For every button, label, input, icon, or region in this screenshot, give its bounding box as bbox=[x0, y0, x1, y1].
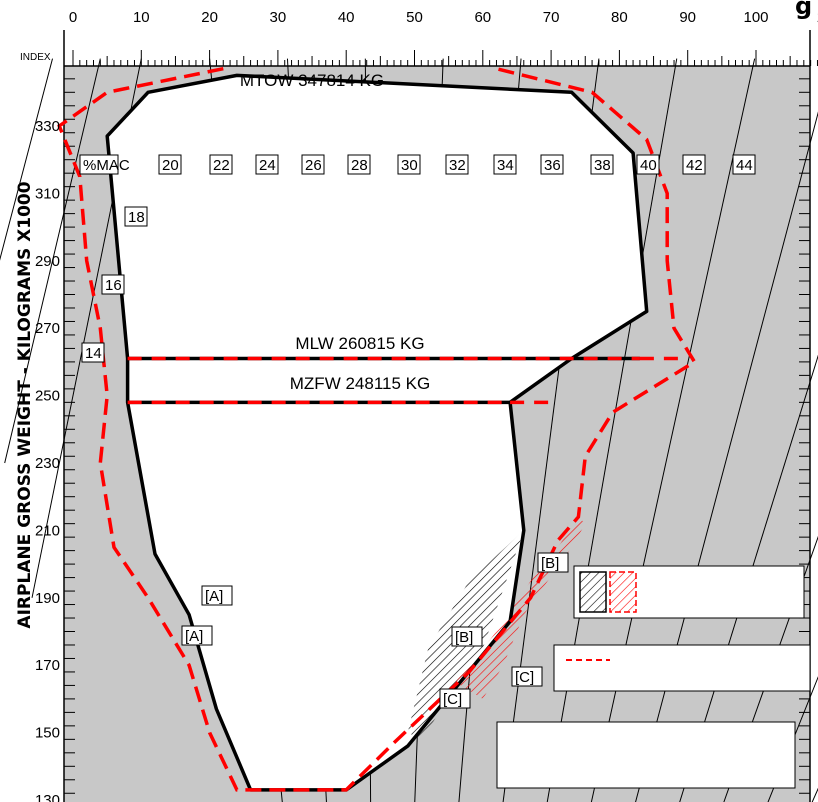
envelope-area bbox=[107, 75, 647, 790]
mac-label: 40 bbox=[640, 157, 657, 174]
index-label: INDEX bbox=[20, 52, 51, 63]
weight-tick-label: 170 bbox=[35, 657, 60, 674]
weight-tick-label: 330 bbox=[35, 118, 60, 135]
index-tick-label: 100 bbox=[743, 9, 768, 26]
mac-left-label: 18 bbox=[128, 209, 145, 226]
mac-left-label-box bbox=[101, 274, 125, 295]
mac-header-box bbox=[79, 154, 119, 175]
mac-line bbox=[679, 354, 818, 802]
mac-line bbox=[590, 58, 756, 802]
weight-tick-label: 230 bbox=[35, 455, 60, 472]
mac-left-label-box bbox=[124, 206, 148, 227]
region-label-box bbox=[201, 585, 233, 606]
ferry-legend-box bbox=[553, 644, 811, 692]
index-tick-label: 70 bbox=[543, 9, 560, 26]
index-tick-label: 40 bbox=[338, 9, 355, 26]
region-label-box bbox=[511, 666, 543, 687]
mac-label-box bbox=[682, 154, 706, 175]
index-scale-band bbox=[64, 30, 810, 66]
mac-label: 20 bbox=[162, 157, 179, 174]
chart-title-fragment: g bbox=[795, 0, 812, 20]
weight-tick-label: 270 bbox=[35, 320, 60, 337]
index-tick-label: 80 bbox=[611, 9, 628, 26]
mac-label: 30 bbox=[401, 157, 418, 174]
mac-label: 34 bbox=[497, 157, 514, 174]
no-op-legend-box bbox=[573, 565, 805, 619]
mac-label-box bbox=[255, 154, 279, 175]
mac-label-box bbox=[493, 154, 517, 175]
region-label-box bbox=[181, 625, 213, 646]
mac-line-left bbox=[4, 58, 101, 464]
mac-left-label: 16 bbox=[105, 277, 122, 294]
region-label: [C] bbox=[443, 691, 462, 708]
mac-label: 28 bbox=[351, 157, 368, 174]
mac-header: %MAC bbox=[83, 157, 130, 174]
weight-tick-label: 290 bbox=[35, 253, 60, 270]
y-axis-label: AIRPLANE GROSS WEIGHT - KILOGRAMS X1000 bbox=[15, 181, 35, 629]
mac-label-box bbox=[445, 154, 469, 175]
mac-line bbox=[723, 535, 818, 802]
index-tick-label: 50 bbox=[406, 9, 423, 26]
region-label: [C] bbox=[515, 669, 534, 686]
region-label-box bbox=[451, 626, 483, 647]
mac-label-box bbox=[540, 154, 564, 175]
mac-label: 26 bbox=[305, 157, 322, 174]
weight-tick-label: 250 bbox=[35, 388, 60, 405]
index-tick-label: 0 bbox=[69, 9, 77, 26]
mac-line bbox=[767, 676, 818, 802]
weight-tick-label: 150 bbox=[35, 725, 60, 742]
region-label-box bbox=[439, 688, 471, 709]
index-tick-label: 30 bbox=[270, 9, 287, 26]
mac-left-label-box bbox=[81, 342, 105, 363]
mac-label: 22 bbox=[213, 157, 230, 174]
mac-left-label: 14 bbox=[85, 345, 102, 362]
index-tick-label: 60 bbox=[474, 9, 491, 26]
mac-label: 38 bbox=[594, 157, 611, 174]
mac-label-box bbox=[590, 154, 614, 175]
legend-red-hatch bbox=[609, 571, 637, 613]
mac-label: 42 bbox=[686, 157, 703, 174]
mac-label-box bbox=[397, 154, 421, 175]
legend bbox=[496, 565, 811, 789]
region-label: [A] bbox=[205, 588, 223, 605]
check-legend-box bbox=[496, 721, 796, 789]
legend-black-hatch bbox=[579, 571, 607, 613]
mac-label-box bbox=[209, 154, 233, 175]
region-label: [B] bbox=[455, 629, 473, 646]
mac-label-box bbox=[158, 154, 182, 175]
mac-label: 36 bbox=[544, 157, 561, 174]
index-tick-label: 90 bbox=[679, 9, 696, 26]
mac-line bbox=[635, 111, 818, 802]
mac-label: 32 bbox=[449, 157, 466, 174]
mac-label-box bbox=[301, 154, 325, 175]
region-label: [B] bbox=[541, 555, 559, 572]
mac-label-box bbox=[636, 154, 660, 175]
mlw-label: MLW 260815 KG bbox=[295, 334, 424, 353]
weight-tick-label: 130 bbox=[35, 792, 60, 802]
index-tick-label: 10 bbox=[133, 9, 150, 26]
weight-tick-label: 190 bbox=[35, 590, 60, 607]
region-label-box bbox=[537, 552, 569, 573]
weight-limit-lines bbox=[127, 356, 681, 405]
mac-line-left bbox=[0, 58, 53, 261]
grid-lines bbox=[63, 30, 818, 802]
ferry-limit-outline bbox=[57, 66, 697, 792]
weight-tick-label: 310 bbox=[35, 185, 60, 202]
region-label: [A] bbox=[185, 628, 203, 645]
weight-tick-label: 210 bbox=[35, 522, 60, 539]
mac-line bbox=[546, 58, 678, 802]
mac-label-box bbox=[732, 154, 756, 175]
mac-label: 24 bbox=[259, 157, 276, 174]
index-tick-label: 20 bbox=[201, 9, 218, 26]
mac-label-box bbox=[347, 154, 371, 175]
mac-label: 44 bbox=[736, 157, 753, 174]
mzfw-label: MZFW 248115 KG bbox=[290, 374, 430, 393]
index-tick-label: 11 bbox=[817, 9, 818, 26]
mtow-label: MTOW 347814 KG bbox=[240, 71, 384, 90]
